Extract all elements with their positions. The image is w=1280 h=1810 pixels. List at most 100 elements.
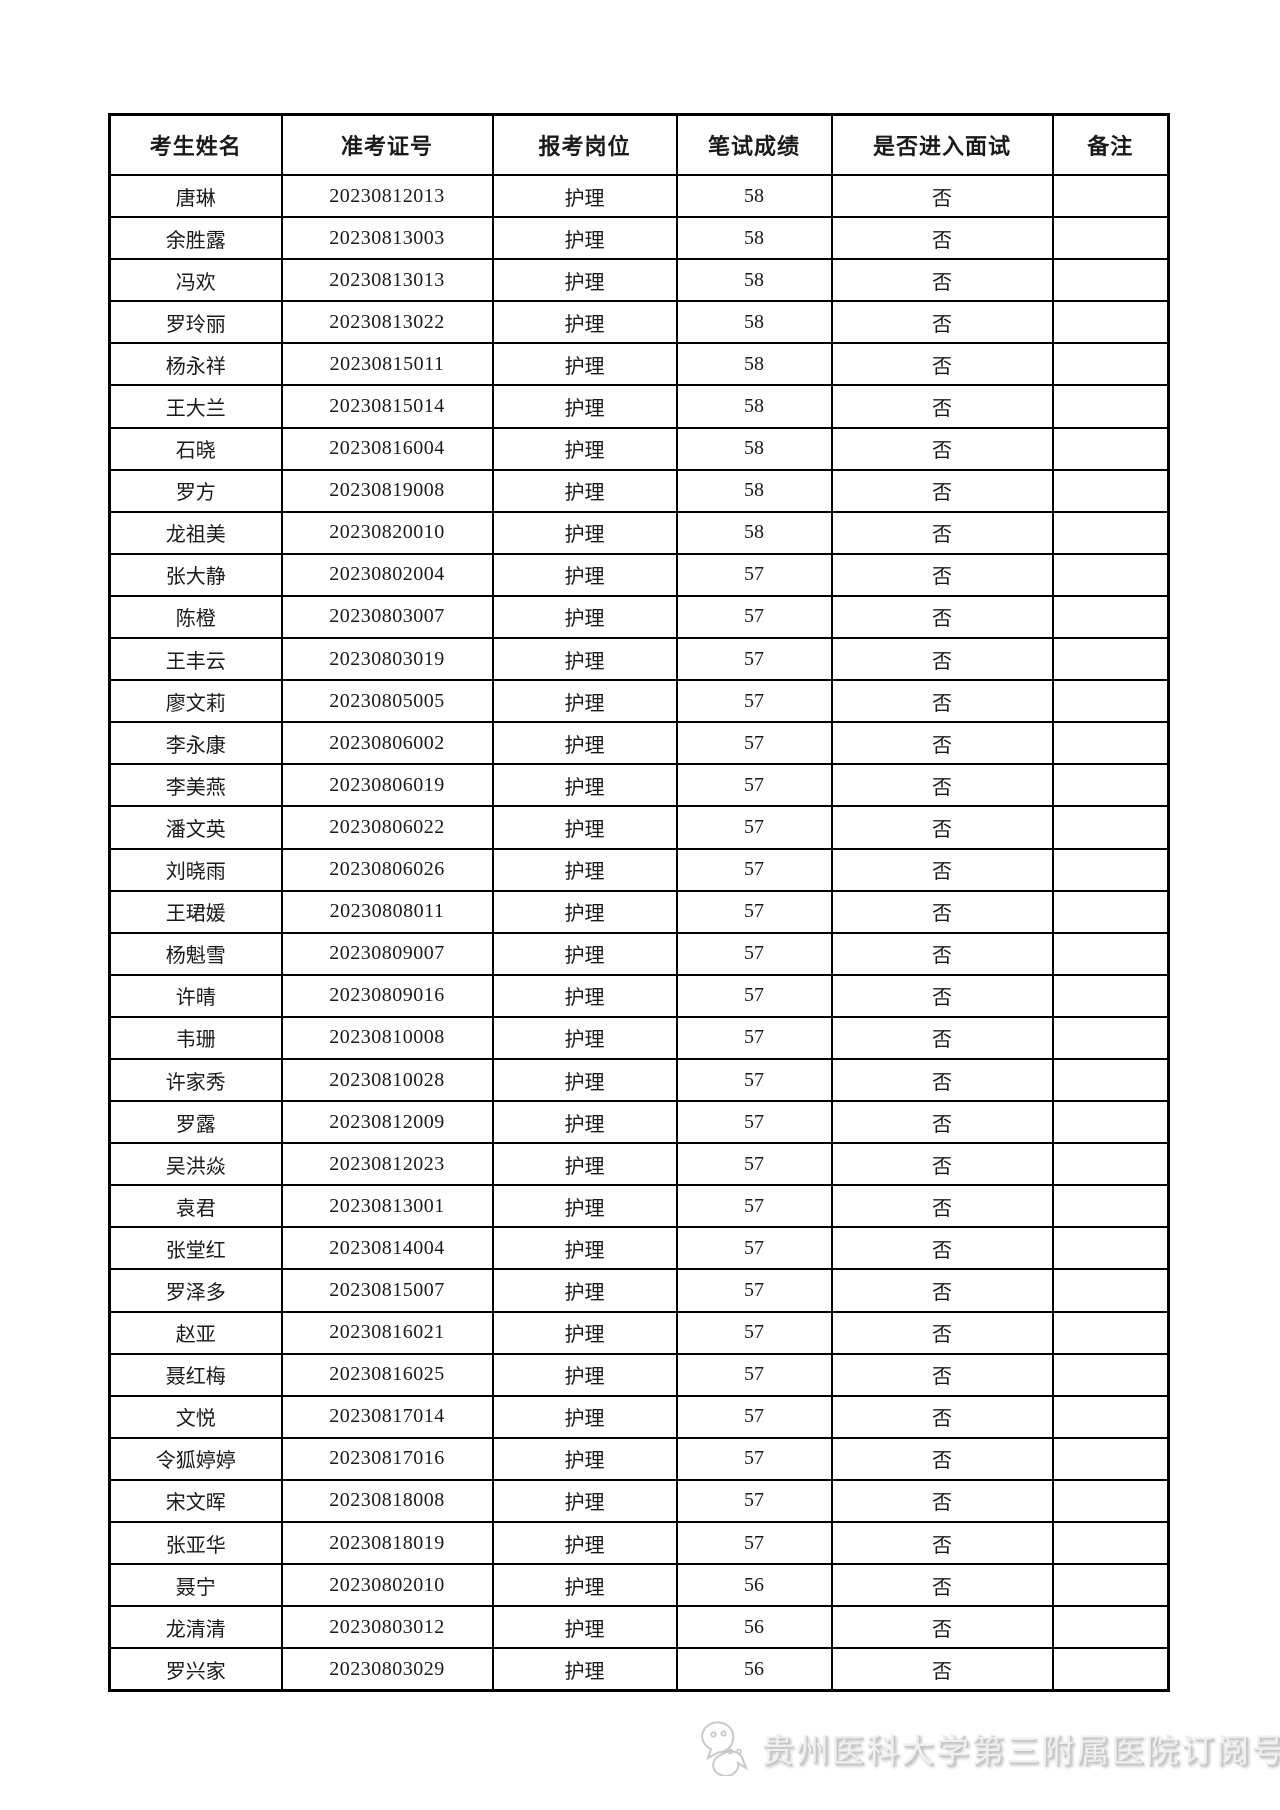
cell-score: 57	[675, 1142, 833, 1187]
cell-score: 57	[675, 1310, 833, 1355]
cell-position: 护理	[491, 847, 678, 892]
cell-ticket: 20230806022	[280, 805, 494, 850]
table-row: 龙祖美 20230820010 护理 58 否	[108, 510, 1170, 555]
cell-name: 宋文晖	[108, 1478, 283, 1524]
table-row: 许晴 20230809016 护理 57 否	[108, 973, 1170, 1018]
table-row: 聂红梅 20230816025 护理 57 否	[108, 1352, 1170, 1397]
cell-interview: 否	[830, 973, 1054, 1018]
cell-interview: 否	[830, 552, 1054, 597]
cell-position: 护理	[491, 721, 678, 766]
cell-name: 韦珊	[108, 1015, 283, 1060]
cell-remark	[1051, 552, 1170, 597]
cell-ticket: 20230803019	[280, 637, 494, 682]
cell-score: 57	[675, 1520, 833, 1566]
cell-name: 聂宁	[108, 1563, 283, 1608]
cell-remark	[1051, 216, 1170, 261]
cell-name: 张大静	[108, 552, 283, 597]
table-row: 袁君 20230813001 护理 57 否	[108, 1184, 1170, 1229]
table-row: 王丰云 20230803019 护理 57 否	[108, 637, 1170, 682]
cell-ticket: 20230806002	[280, 721, 494, 766]
wechat-subscription-icon	[698, 1720, 754, 1776]
cell-score: 57	[675, 1100, 833, 1145]
cell-score: 58	[675, 300, 833, 345]
cell-remark	[1051, 1100, 1170, 1145]
table-row: 李美燕 20230806019 护理 57 否	[108, 763, 1170, 808]
watermark-label: 贵州医科大学第三附属医院订阅号	[761, 1732, 1280, 1769]
cell-ticket: 20230805005	[280, 679, 494, 724]
cell-name: 罗方	[108, 468, 283, 513]
cell-name: 石晓	[108, 426, 283, 471]
cell-remark	[1051, 1436, 1170, 1481]
cell-remark	[1051, 1605, 1170, 1650]
cell-ticket: 20230815011	[280, 342, 494, 387]
cell-interview: 否	[830, 721, 1054, 766]
table-row: 罗泽多 20230815007 护理 57 否	[108, 1268, 1170, 1313]
cell-interview: 否	[830, 679, 1054, 724]
cell-remark	[1051, 173, 1170, 219]
cell-interview: 否	[830, 258, 1054, 303]
cell-score: 58	[675, 468, 833, 513]
cell-name: 吴洪焱	[108, 1142, 283, 1187]
cell-interview: 否	[830, 889, 1054, 934]
cell-remark	[1051, 426, 1170, 471]
cell-interview: 否	[830, 426, 1054, 471]
table-row: 文悦 20230817014 护理 57 否	[108, 1394, 1170, 1439]
table-row: 李永康 20230806002 护理 57 否	[108, 721, 1170, 766]
cell-remark	[1051, 468, 1170, 513]
cell-interview: 否	[830, 1226, 1054, 1271]
cell-name: 李美燕	[108, 763, 283, 808]
cell-name: 刘晓雨	[108, 847, 283, 892]
cell-position: 护理	[491, 342, 678, 387]
cell-name: 龙祖美	[108, 510, 283, 555]
cell-interview: 否	[830, 510, 1054, 555]
cell-score: 58	[675, 384, 833, 429]
cell-remark	[1051, 1142, 1170, 1187]
cell-name: 杨永祥	[108, 342, 283, 387]
cell-score: 57	[675, 847, 833, 892]
cell-score: 57	[675, 973, 833, 1018]
cell-name: 罗兴家	[108, 1647, 283, 1692]
cell-ticket: 20230806019	[280, 763, 494, 808]
table-row: 罗方 20230819008 护理 58 否	[108, 468, 1170, 513]
cell-interview: 否	[830, 1310, 1054, 1355]
cell-interview: 否	[830, 1015, 1054, 1060]
cell-ticket: 20230817016	[280, 1436, 494, 1481]
cell-position: 护理	[491, 763, 678, 808]
cell-score: 58	[675, 342, 833, 387]
table-row: 唐琳 20230812013 护理 58 否	[108, 173, 1170, 219]
column-header-position: 报考岗位	[491, 113, 678, 176]
cell-ticket: 20230813022	[280, 300, 494, 345]
cell-remark	[1051, 1015, 1170, 1060]
cell-score: 57	[675, 931, 833, 976]
cell-score: 57	[675, 1226, 833, 1271]
cell-name: 许晴	[108, 973, 283, 1018]
cell-position: 护理	[491, 384, 678, 429]
cell-interview: 否	[830, 1436, 1054, 1481]
cell-ticket: 20230818008	[280, 1478, 494, 1524]
cell-name: 冯欢	[108, 258, 283, 303]
table-header-row-container: 考生姓名 准考证号 报考岗位 笔试成绩 是否进入面试 备注	[108, 113, 1170, 176]
cell-remark	[1051, 847, 1170, 892]
cell-score: 57	[675, 1057, 833, 1103]
cell-remark	[1051, 594, 1170, 640]
cell-name: 袁君	[108, 1184, 283, 1229]
cell-position: 护理	[491, 1057, 678, 1103]
cell-interview: 否	[830, 342, 1054, 387]
cell-position: 护理	[491, 1310, 678, 1355]
cell-name: 王丰云	[108, 637, 283, 682]
column-header-name: 考生姓名	[108, 113, 283, 176]
cell-name: 赵亚	[108, 1310, 283, 1355]
cell-interview: 否	[830, 1394, 1054, 1439]
cell-name: 张亚华	[108, 1520, 283, 1566]
cell-remark	[1051, 931, 1170, 976]
cell-remark	[1051, 637, 1170, 682]
cell-interview: 否	[830, 1605, 1054, 1650]
cell-remark	[1051, 1563, 1170, 1608]
cell-score: 57	[675, 763, 833, 808]
cell-position: 护理	[491, 426, 678, 471]
cell-score: 57	[675, 1268, 833, 1313]
cell-ticket: 20230820010	[280, 510, 494, 555]
table-row: 聂宁 20230802010 护理 56 否	[108, 1563, 1170, 1608]
table-row: 石晓 20230816004 护理 58 否	[108, 426, 1170, 471]
table-row: 潘文英 20230806022 护理 57 否	[108, 805, 1170, 850]
